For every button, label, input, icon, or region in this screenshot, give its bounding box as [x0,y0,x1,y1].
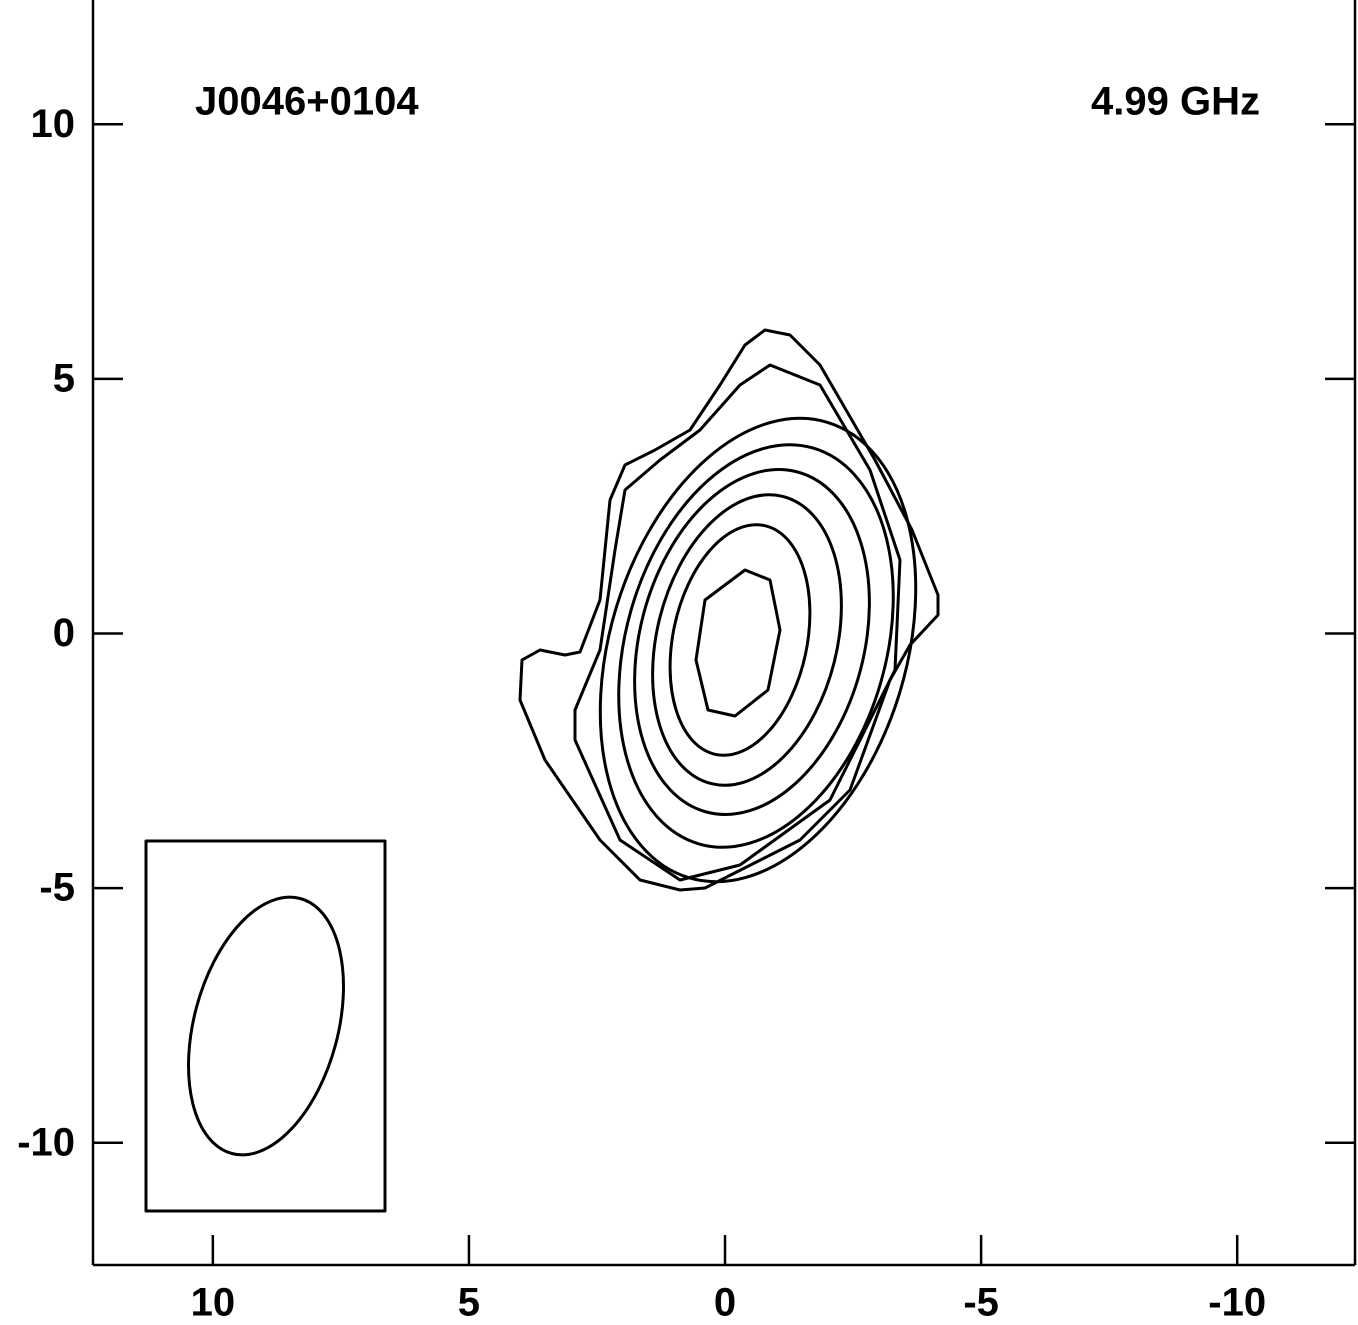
contour [694,568,782,718]
source-label: J0046+0104 [195,80,419,124]
x-tick-label: -10 [1208,1281,1266,1320]
contour [633,468,871,816]
x-tick-label: 10 [191,1281,236,1320]
y-tick-label: -10 [17,1120,75,1164]
x-tick-label: -5 [963,1281,999,1320]
y-tick-label: 5 [53,356,75,400]
contour [573,363,902,882]
x-tick-label: 5 [458,1281,480,1320]
beam [187,895,345,1157]
contours [518,328,940,892]
y-tick-label: 0 [53,611,75,655]
frequency-label: 4.99 GHz [1091,80,1260,124]
x-tick-label: 0 [714,1281,736,1320]
y-tick-label: -5 [39,866,75,910]
beam-box [144,839,387,1213]
contour [651,493,843,787]
contour [617,443,895,849]
contour [668,523,812,757]
contour [598,416,918,884]
y-tick-label: 10 [31,102,76,146]
contour [518,328,940,892]
